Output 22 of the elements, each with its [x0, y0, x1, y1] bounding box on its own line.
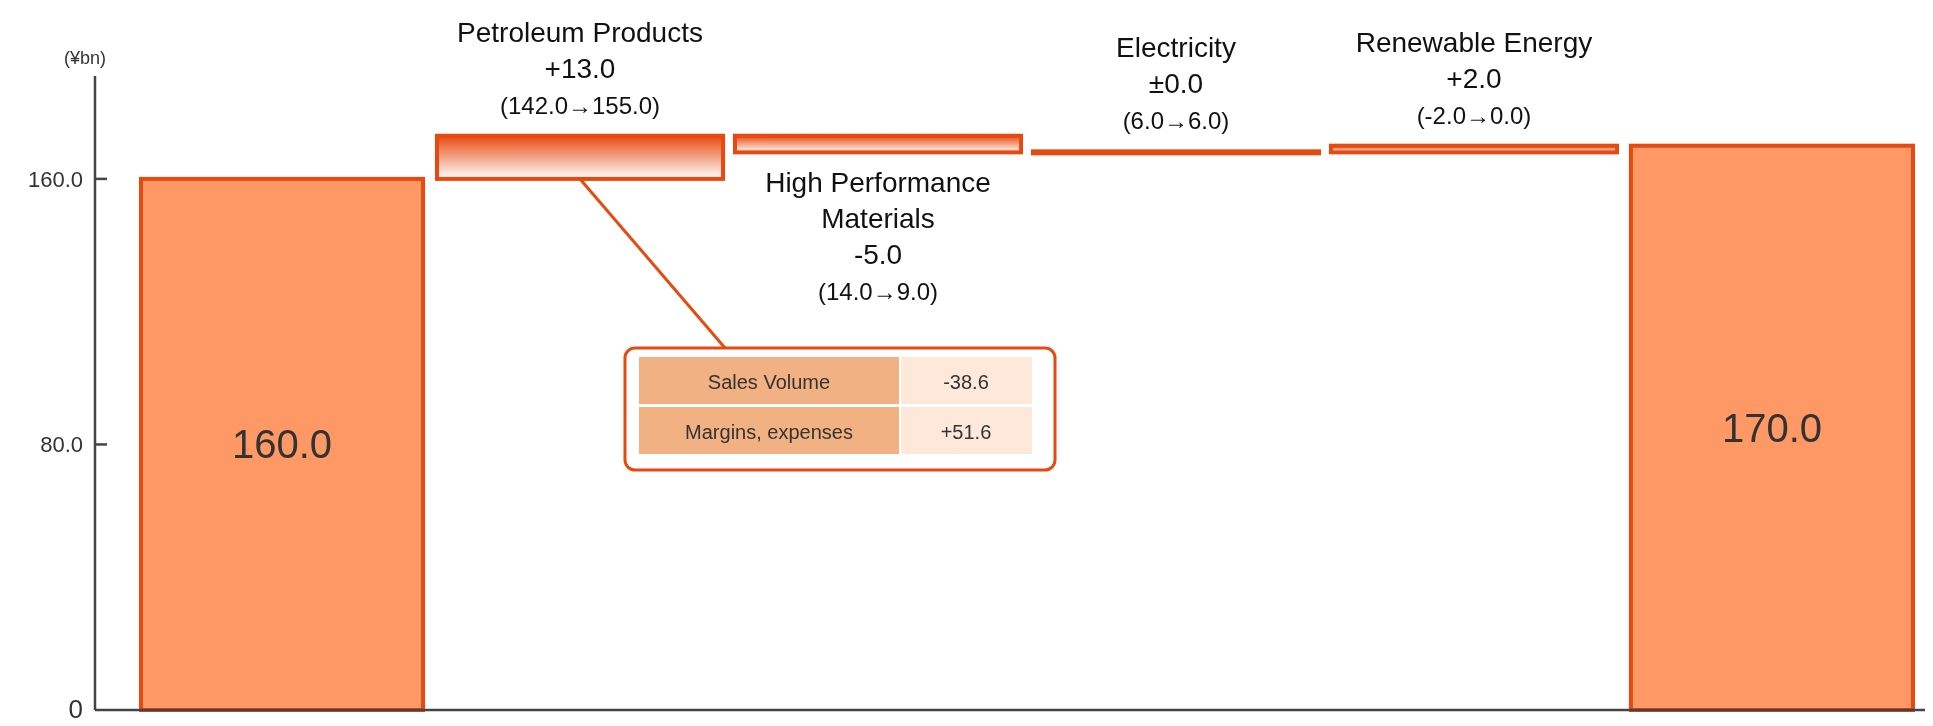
annotation: Sales Volume — [707, 371, 831, 393]
annotation: +51.6 — [940, 421, 992, 443]
data-label: +2.0 — [1446, 62, 1502, 94]
data-label: 160.0 — [231, 422, 333, 467]
y-axis-title: (¥bn) — [63, 48, 107, 68]
y-tick-label: 160.0 — [27, 166, 83, 192]
data-label: 170.0 — [1721, 405, 1823, 450]
x-tick-label: Electricity — [1116, 32, 1236, 64]
x-tick-label: Renewable Energy — [1355, 26, 1593, 58]
y-tick-label: 80.0 — [40, 432, 83, 458]
data-label: +13.0 — [544, 52, 616, 84]
annotation: (-2.0→0.0) — [1416, 101, 1532, 129]
y-tick-label: 0 — [68, 694, 83, 724]
annotation: -38.6 — [943, 371, 989, 393]
annotation: (142.0→155.0) — [499, 91, 661, 119]
data-label: ±0.0 — [1148, 68, 1204, 100]
x-tick-label: Petroleum Products — [457, 16, 703, 48]
x-tick-label: High Performance Materials — [765, 167, 991, 235]
annotation: Margins, expenses — [685, 421, 853, 443]
annotation: (6.0→6.0) — [1122, 107, 1230, 135]
annotation: (14.0→9.0) — [817, 278, 939, 306]
data-label: -5.0 — [853, 239, 903, 271]
